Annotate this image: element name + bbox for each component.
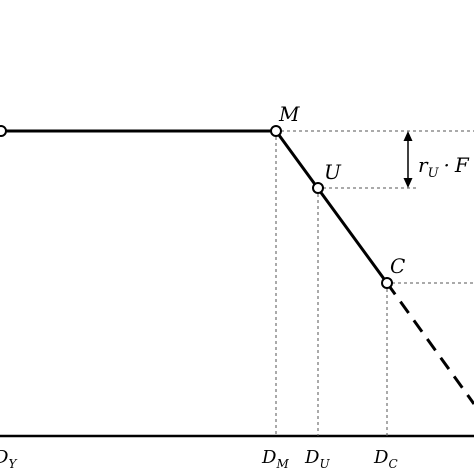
point-y-marker (0, 125, 7, 137)
point-u-label: U (324, 160, 342, 184)
point-u-marker (312, 182, 324, 194)
dimension-arrow-up-head (403, 131, 413, 141)
dimension-label: rU · F (418, 153, 470, 181)
axis-label-du: DU (304, 447, 330, 471)
axis-label-dc: DC (373, 447, 398, 471)
point-c-marker (381, 277, 393, 289)
dimension-r: r (418, 153, 429, 177)
dimension-operator: · (444, 153, 450, 177)
axis-label-dm: DM (261, 447, 289, 471)
dimension-arrow-down-head (403, 178, 413, 188)
point-m-marker (270, 125, 282, 137)
capacity-curve-dashed-extension (385, 282, 474, 405)
point-c-label: C (390, 254, 405, 278)
dimension-r-subscript: U (428, 166, 440, 181)
capacity-curve (0, 129, 389, 284)
dimension-f: F (454, 153, 470, 177)
axis-label-dy: DY (0, 447, 17, 471)
point-m-label: M (278, 102, 300, 126)
